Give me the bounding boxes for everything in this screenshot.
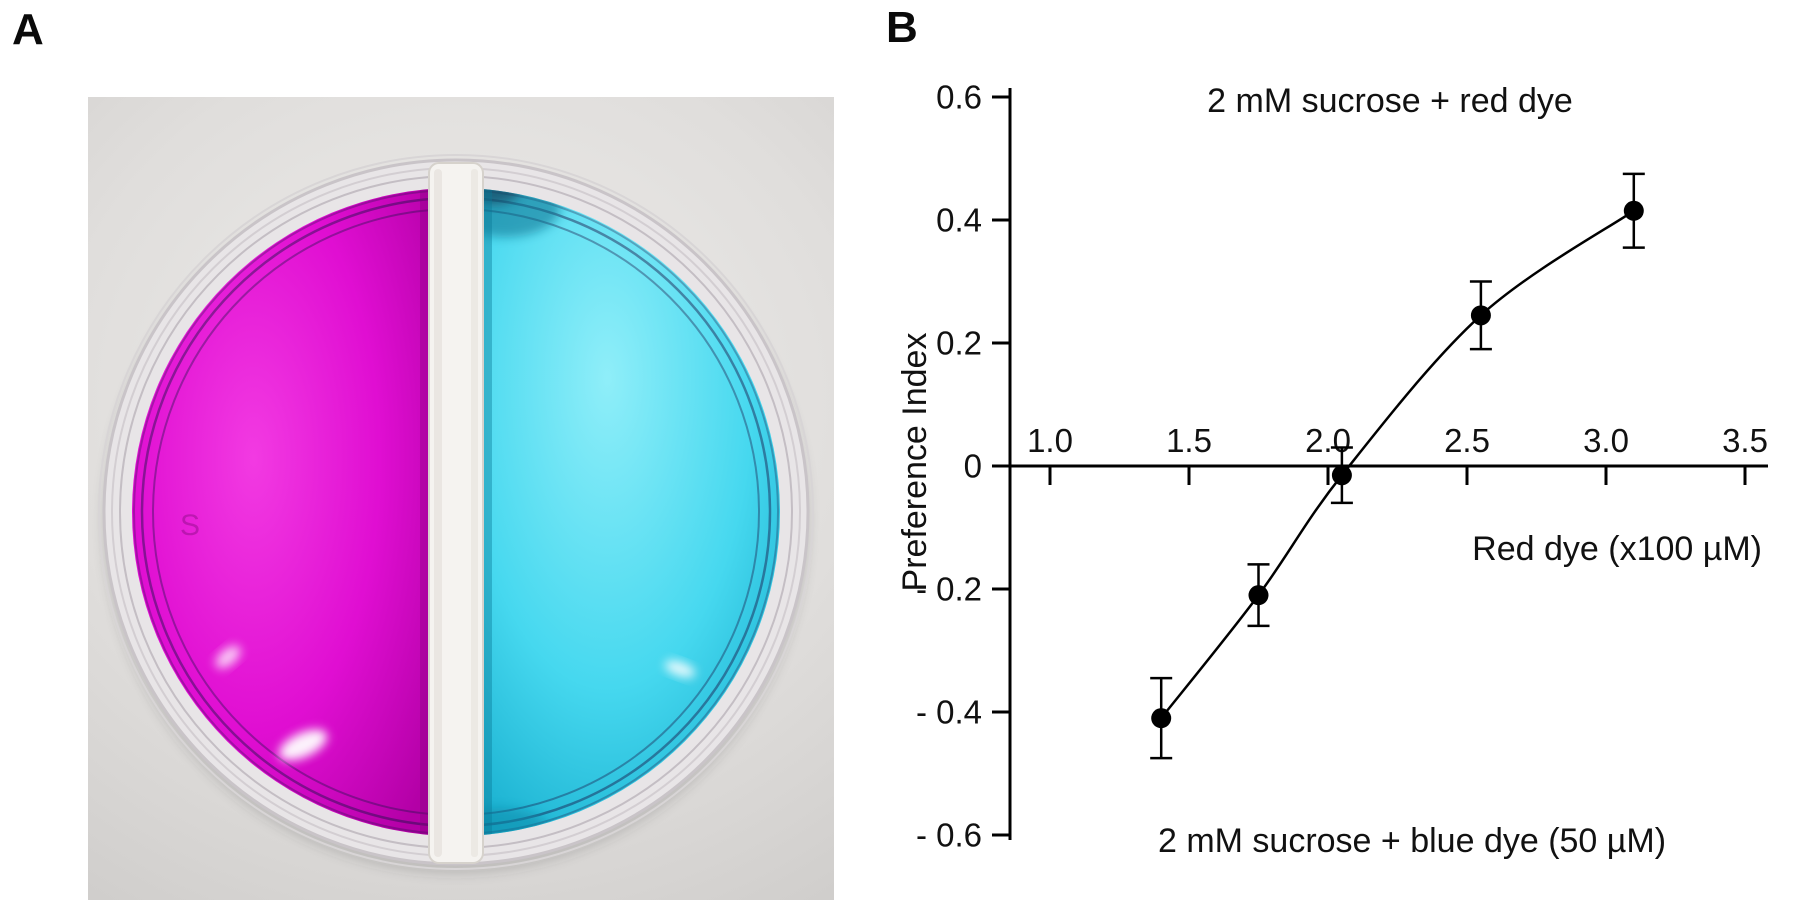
petri-dish-photo: S (88, 97, 834, 900)
x-tick-label: 3.0 (1583, 422, 1629, 459)
preference-chart: 2 mM sucrose + red dye 2 mM sucrose + bl… (896, 0, 1800, 900)
y-tick-label: - 0.4 (916, 694, 982, 731)
panel-a-label: A (12, 5, 44, 54)
magenta-divider-edge (420, 188, 430, 836)
y-axis-title: Preference Index (900, 333, 934, 592)
y-tick-label: 0.6 (936, 79, 982, 116)
data-curve (1160, 209, 1635, 719)
chart-title: 2 mM sucrose + red dye (1207, 82, 1573, 120)
x-tick-label: 1.5 (1166, 422, 1212, 459)
data-point (1470, 305, 1491, 326)
y-tick-label: 0.4 (936, 202, 982, 239)
cyan-divider-edge (482, 188, 492, 836)
y-tick-label: - 0.2 (916, 571, 982, 608)
data-point (1331, 465, 1352, 486)
highlight (278, 729, 328, 761)
highlight (215, 645, 241, 669)
panel-b-label: B (886, 3, 918, 52)
divider-shading (471, 169, 478, 857)
data-point (1248, 585, 1269, 606)
dish-rim-ring (98, 154, 814, 870)
highlight (664, 660, 696, 678)
dish-divider (428, 162, 484, 864)
x-tick-label: 1.0 (1027, 422, 1073, 459)
x-tick-label: 3.5 (1722, 422, 1768, 459)
data-point (1623, 200, 1644, 221)
chart-bottom-label: 2 mM sucrose + blue dye (50 µM) (1158, 822, 1666, 860)
x-tick-label: 2.0 (1305, 422, 1351, 459)
x-tick-label: 2.5 (1444, 422, 1490, 459)
y-tick-label: 0 (964, 448, 982, 485)
dish-marking: S (180, 509, 200, 542)
x-axis-title: Red dye (x100 µM) (1472, 530, 1762, 568)
petri-dish-graphic: S (98, 154, 814, 875)
preference-chart-svg: 2 mM sucrose + red dye 2 mM sucrose + bl… (896, 79, 1768, 860)
divider-shading (434, 169, 442, 857)
y-tick-label: 0.2 (936, 325, 982, 362)
y-tick-label: - 0.6 (916, 817, 982, 854)
data-point (1151, 708, 1172, 729)
